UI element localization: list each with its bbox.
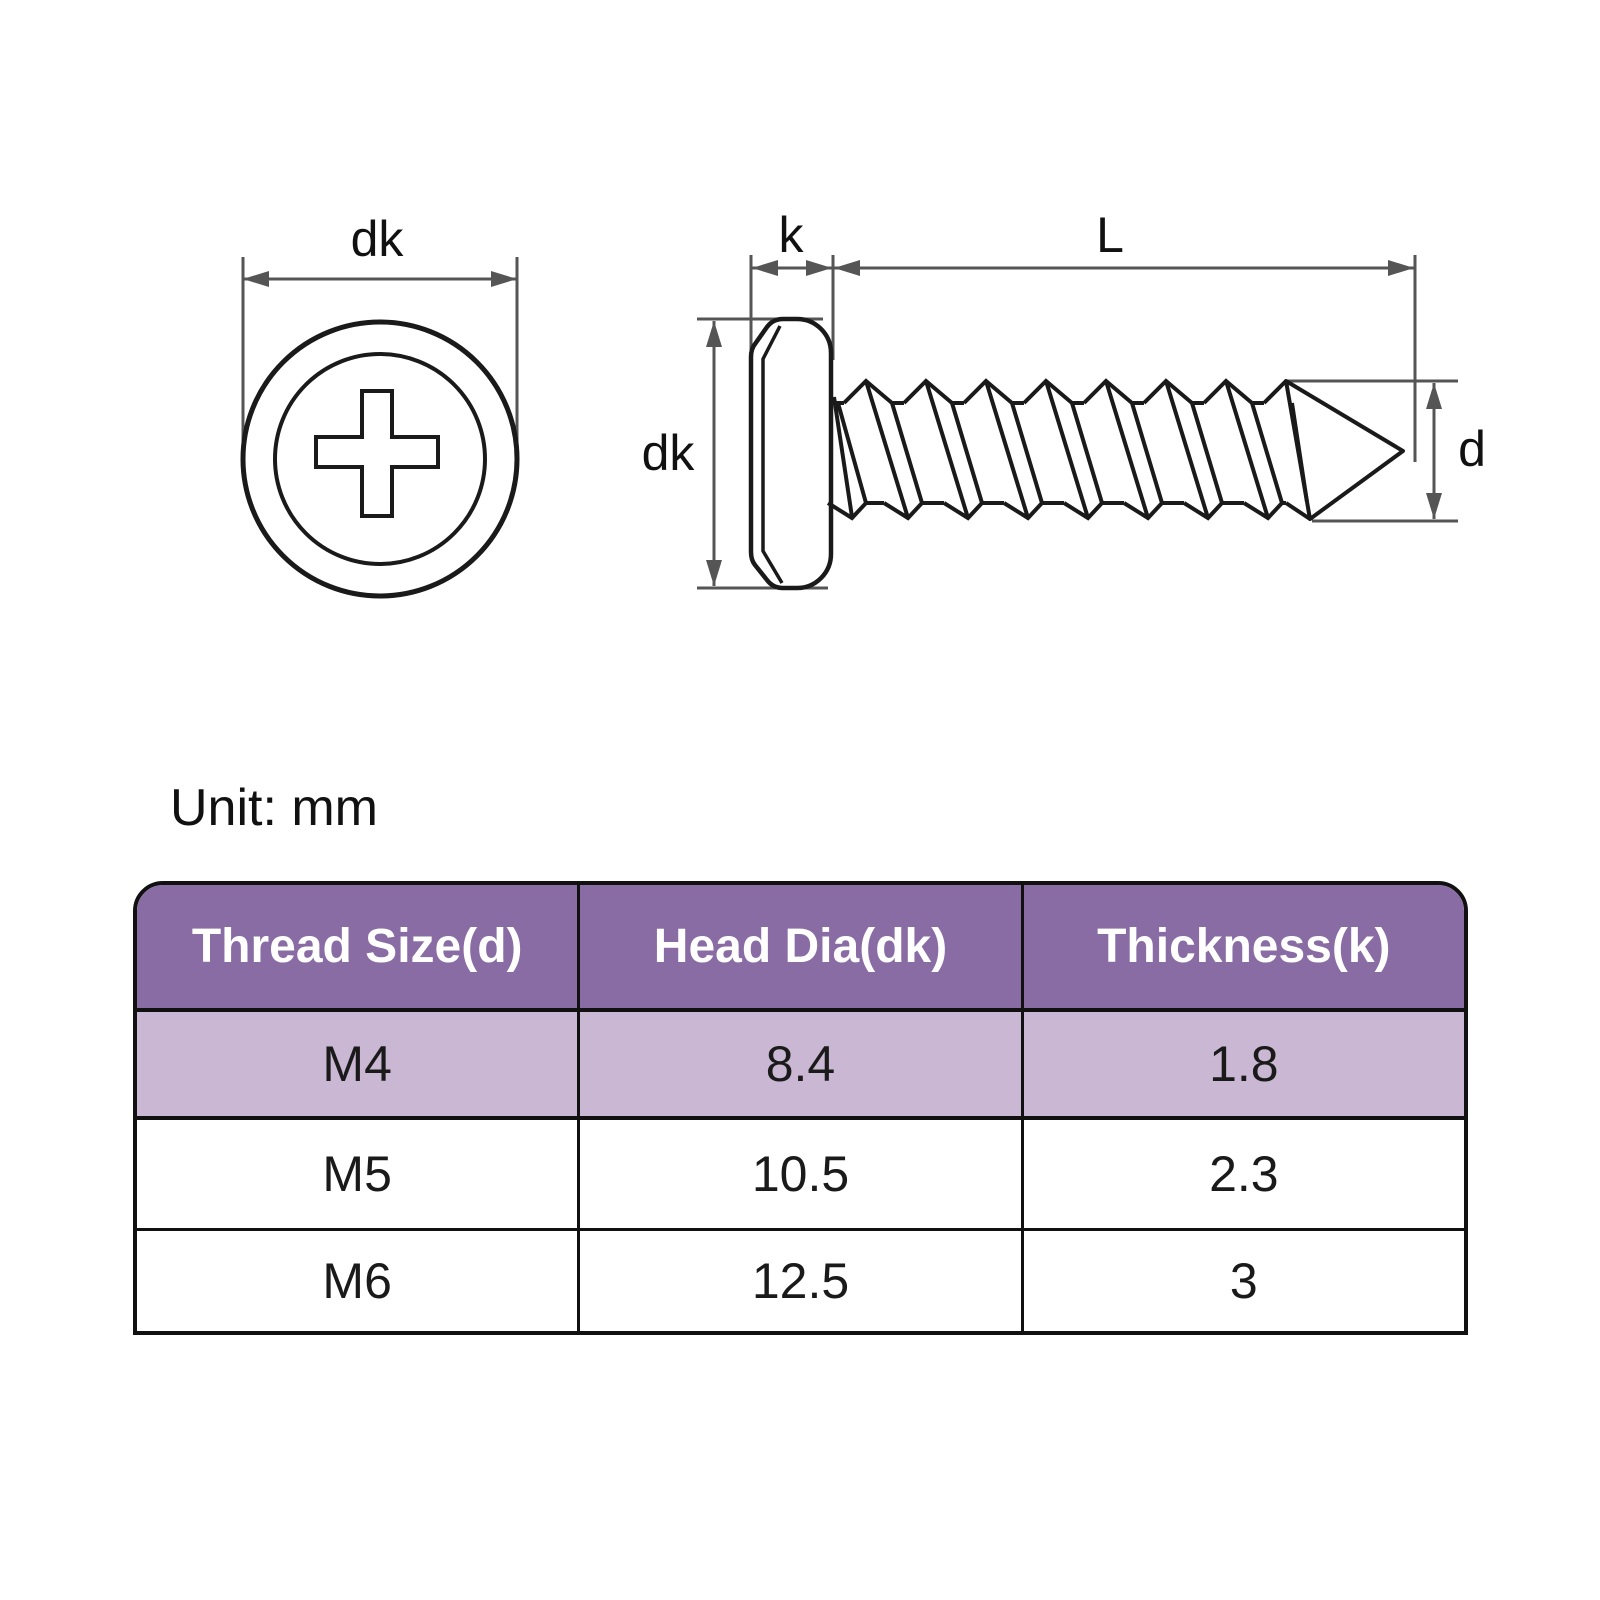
cell-thickness: 2.3 [1209,1146,1279,1202]
unit-note: Unit: mm [170,779,378,837]
cell-thread-size: M5 [137,1120,581,1228]
cell-thread-size: M6 [137,1231,581,1331]
cell-head-dia: 10.5 [580,1120,1024,1228]
screw-outline [240,316,1405,599]
side-view-head-thickness-label: k [779,207,805,263]
table-header-head-dia: Head Dia(dk) [580,885,1024,1008]
side-view-length-label: L [1096,207,1124,263]
cell-thickness: 1.8 [1209,1036,1279,1092]
table-row-m6: M6 12.5 3 [137,1231,1464,1331]
cell-head-dia: 8.4 [580,1012,1024,1116]
table-header-row: Thread Size(d) Head Dia(dk) Thickness(k) [137,885,1464,1012]
spec-table: Thread Size(d) Head Dia(dk) Thickness(k)… [133,881,1468,1335]
cell-head-dia: 12.5 [580,1231,1024,1331]
cell-thickness: 3 [1229,1253,1258,1309]
cell-thread-size: M4 [137,1012,581,1116]
table-header-thread-size: Thread Size(d) [137,885,581,1008]
table-header-thickness: Thickness(k) [1097,920,1391,973]
side-view-head-dia-label: dk [642,425,696,481]
top-view-head-dia-label: dk [351,211,405,267]
table-row-m4: M4 8.4 1.8 [137,1012,1464,1120]
side-view-thread-dia-label: d [1458,421,1486,477]
dimension-lines [241,255,1458,590]
table-row-m5: M5 10.5 2.3 [137,1120,1464,1231]
